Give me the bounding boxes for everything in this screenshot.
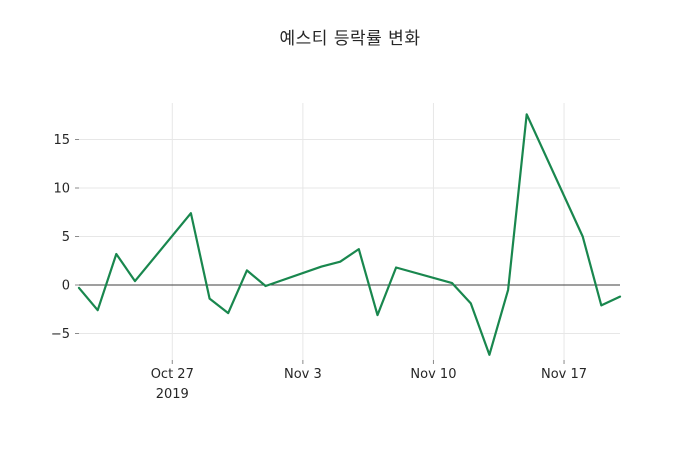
x-tick-label: Nov 10: [410, 367, 456, 382]
chart-title: 예스티 등락률 변화: [279, 29, 421, 49]
y-tick-label: 0: [62, 279, 70, 294]
x-tick-label: Nov 17: [541, 367, 587, 382]
x-tick-label: Nov 3: [284, 367, 322, 382]
y-tick-label: 15: [53, 133, 70, 148]
x-tick-label: 2019: [156, 387, 189, 402]
change-rate-series-line: [77, 113, 622, 356]
y-tick-label: 10: [53, 182, 70, 197]
x-tick-label: Oct 27: [151, 367, 194, 382]
y-tick-label: −5: [51, 327, 70, 342]
y-tick-label: 5: [62, 230, 70, 245]
